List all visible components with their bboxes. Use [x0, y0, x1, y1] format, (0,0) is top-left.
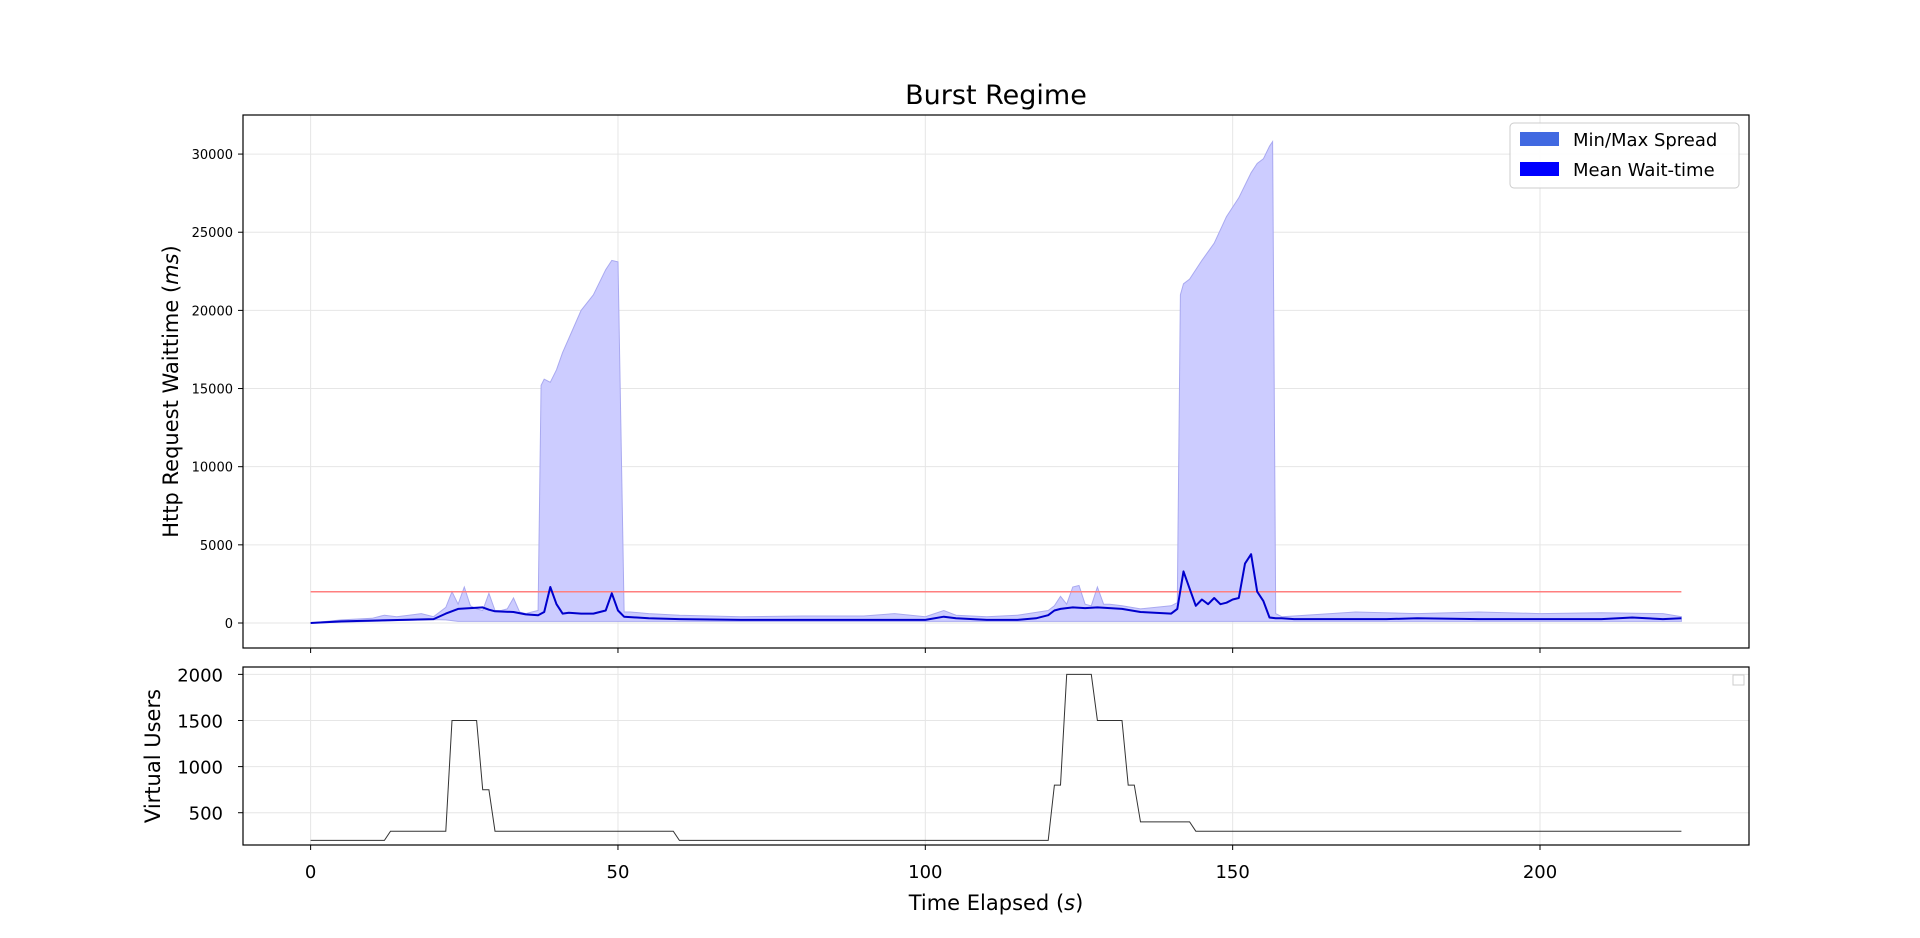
x-axis-label: Time Elapsed (s)	[908, 891, 1084, 915]
legend-label-spread: Min/Max Spread	[1573, 130, 1717, 151]
y-tick-label: 1000	[177, 758, 223, 779]
x-tick-label: 50	[607, 862, 630, 883]
y-tick-label: 1500	[177, 711, 223, 732]
virtual-users-y-ticks: 500 1000 1500 2000	[177, 665, 243, 825]
x-tick-label: 0	[305, 862, 316, 883]
chart-title: Burst Regime	[905, 80, 1087, 111]
x-tick-label: 150	[1215, 862, 1249, 883]
wait-time-y-axis-label: Http Request Waittime (ms)	[159, 245, 183, 538]
x-tick-label: 200	[1523, 862, 1557, 883]
y-tick-label: 2000	[177, 665, 223, 686]
virtual-users-line	[310, 673, 1682, 841]
virtual-users-plot-frame	[242, 666, 1750, 846]
wait-time-panel: Burst Regime 0 5000 10000 15000 20000 25000 30…	[159, 80, 1750, 653]
y-tick-label: 5000	[200, 539, 233, 554]
x-tick-label: 100	[908, 862, 942, 883]
virtual-users-gridlines	[243, 667, 1749, 845]
x-axis-ticks: 0 50 100 150 200	[305, 845, 1557, 883]
y-tick-label: 10000	[192, 461, 233, 476]
legend-swatch-mean	[1520, 162, 1559, 176]
y-tick-label: 15000	[192, 383, 233, 398]
wait-time-gridlines	[243, 115, 1749, 648]
y-tick-label: 0	[225, 617, 233, 632]
empty-legend-box	[1732, 674, 1745, 686]
wait-time-y-ticks: 0 5000 10000 15000 20000 25000 30000	[192, 148, 1541, 653]
wait-time-plot-frame	[242, 114, 1750, 649]
y-tick-label: 30000	[192, 148, 233, 163]
y-tick-label: 25000	[192, 226, 233, 241]
y-tick-label: 500	[189, 804, 223, 825]
legend: Min/Max Spread Mean Wait-time	[1509, 122, 1740, 189]
legend-box	[1509, 122, 1740, 189]
mean-wait-time-line	[310, 553, 1682, 624]
y-tick-label: 20000	[192, 304, 233, 319]
legend-label-mean: Mean Wait-time	[1573, 160, 1715, 181]
legend-swatch-spread	[1520, 132, 1559, 146]
virtual-users-y-axis-label: Virtual Users	[141, 689, 165, 823]
virtual-users-panel: 500 1000 1500 2000 0 50 100 150 200 Virtual Use…	[141, 665, 1750, 915]
